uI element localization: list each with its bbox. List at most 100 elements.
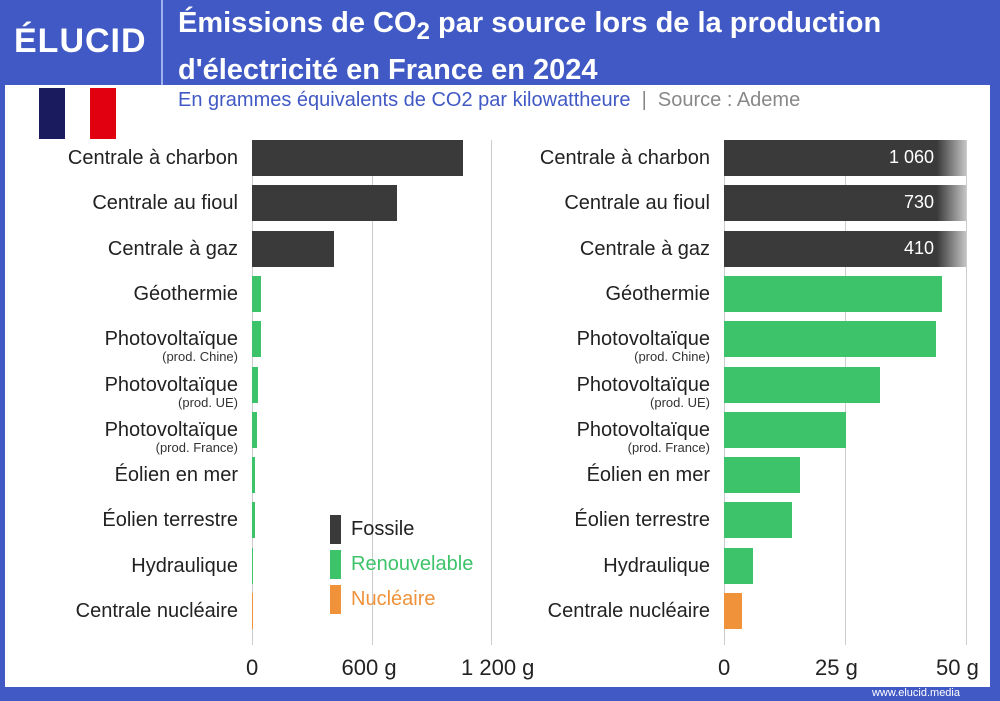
bar [724,593,742,629]
x-tick-label: 600 g [341,655,397,680]
title-part2: par source lors de la production [429,7,882,39]
category-label: Photovoltaïque (prod. UE) [105,374,238,410]
bar [724,411,846,448]
category-label: Géothermie [606,283,711,305]
x-tick-label: 0 [718,655,731,680]
bar [252,547,254,584]
category-label: Éolien en mer [115,464,238,486]
france-flag-icon [39,88,117,139]
legend-label: Fossile [351,518,415,540]
bar [724,185,966,222]
category-name: Photovoltaïque [576,328,710,351]
footer-url: www.elucid.media [871,687,960,699]
category-label: Centrale nucléaire [548,600,710,622]
category-label: Photovoltaïque (prod. UE) [577,374,710,410]
legend-swatch [330,550,341,579]
data-label: 410 [903,237,934,258]
gridline [371,140,373,645]
category-label: Éolien terrestre [102,509,238,531]
category-name: Éolien terrestre [102,509,238,532]
x-tick-label: 0 [246,655,259,680]
category-label: Éolien en mer [587,464,710,486]
category-label: Photovoltaïque (prod. France) [577,419,710,455]
data-label: 730 [903,192,934,213]
category-name: Centrale nucléaire [75,600,238,622]
title-part1: Émissions de CO [178,7,417,39]
category-label: Géothermie [134,283,239,305]
x-tick-label: 50 g [936,655,979,680]
header-divider [161,0,163,85]
category-name: Photovoltaïque [576,418,710,441]
category-name: Géothermie [133,282,239,305]
category-name: Éolien en mer [114,464,238,487]
title-line2: d'électricité en France en 2024 [178,53,598,86]
category-name: Photovoltaïque [576,373,710,396]
category-label: Centrale nucléaire [76,600,238,622]
gridline [966,140,967,645]
chart-title: Émissions de CO2 par source lors de la p… [178,4,881,90]
source-text: Source : Ademe [657,89,801,111]
category-label: Éolien terrestre [574,509,710,531]
bar [724,547,754,584]
x-tick-label: 25 g [815,655,858,680]
legend-label: Nucléaire [351,588,436,610]
bar [724,457,800,494]
category-note: (prod. France) [627,439,710,455]
category-name: Photovoltaïque [104,418,238,441]
category-label: Centrale à gaz [108,238,238,260]
bar [252,185,398,222]
legend-swatch [330,515,341,544]
category-label: Centrale à charbon [68,147,238,169]
bar [724,366,881,403]
category-note: (prod. Chine) [162,349,238,365]
legend-swatch [330,585,341,614]
x-tick-label: 1 200 g [461,655,535,680]
category-name: Photovoltaïque [104,373,238,396]
bar [724,230,966,267]
chart-subtitle: En grammes équivalents de CO2 par kilowa… [178,89,801,111]
category-name: Centrale à charbon [539,147,710,169]
category-label: Hydraulique [603,555,710,577]
bar [252,593,253,629]
bar [724,321,937,358]
subtitle-text: En grammes équivalents de CO2 par kilowa… [178,89,631,111]
category-note: (prod. Chine) [634,349,710,365]
category-label: Centrale à gaz [580,238,710,260]
elucid-logo: ÉLUCID [14,22,147,60]
category-name: Centrale à gaz [107,237,238,260]
category-note: (prod. UE) [650,394,710,410]
category-name: Centrale à gaz [579,237,710,260]
bar [252,366,259,403]
category-name: Photovoltaïque [104,328,238,351]
category-label: Photovoltaïque (prod. Chine) [105,328,238,364]
category-name: Centrale au fioul [92,192,238,215]
category-name: Éolien terrestre [574,509,710,532]
category-label: Centrale au fioul [564,192,710,214]
category-label: Centrale à charbon [540,147,710,169]
bar [724,275,942,312]
category-label: Photovoltaïque (prod. Chine) [577,328,710,364]
bar [252,230,334,267]
category-note: (prod. UE) [178,394,238,410]
category-label: Photovoltaïque (prod. France) [105,419,238,455]
category-label: Centrale au fioul [92,192,238,214]
bar [724,502,793,539]
category-name: Hydraulique [131,554,238,577]
bar [252,275,261,312]
category-label: Hydraulique [131,555,238,577]
bar [252,411,258,448]
bar [252,321,261,358]
bar [252,457,256,494]
category-name: Hydraulique [603,554,710,577]
category-name: Centrale nucléaire [547,600,710,622]
bar [724,140,966,176]
category-name: Géothermie [605,282,711,305]
data-label: 1 060 [888,147,934,167]
category-name: Éolien en mer [586,464,710,487]
bar [252,140,464,176]
category-name: Centrale à charbon [67,147,238,169]
title-subscript: 2 [416,17,430,45]
category-name: Centrale au fioul [564,192,710,215]
gridline [491,140,492,645]
legend-label: Renouvelable [351,553,474,575]
